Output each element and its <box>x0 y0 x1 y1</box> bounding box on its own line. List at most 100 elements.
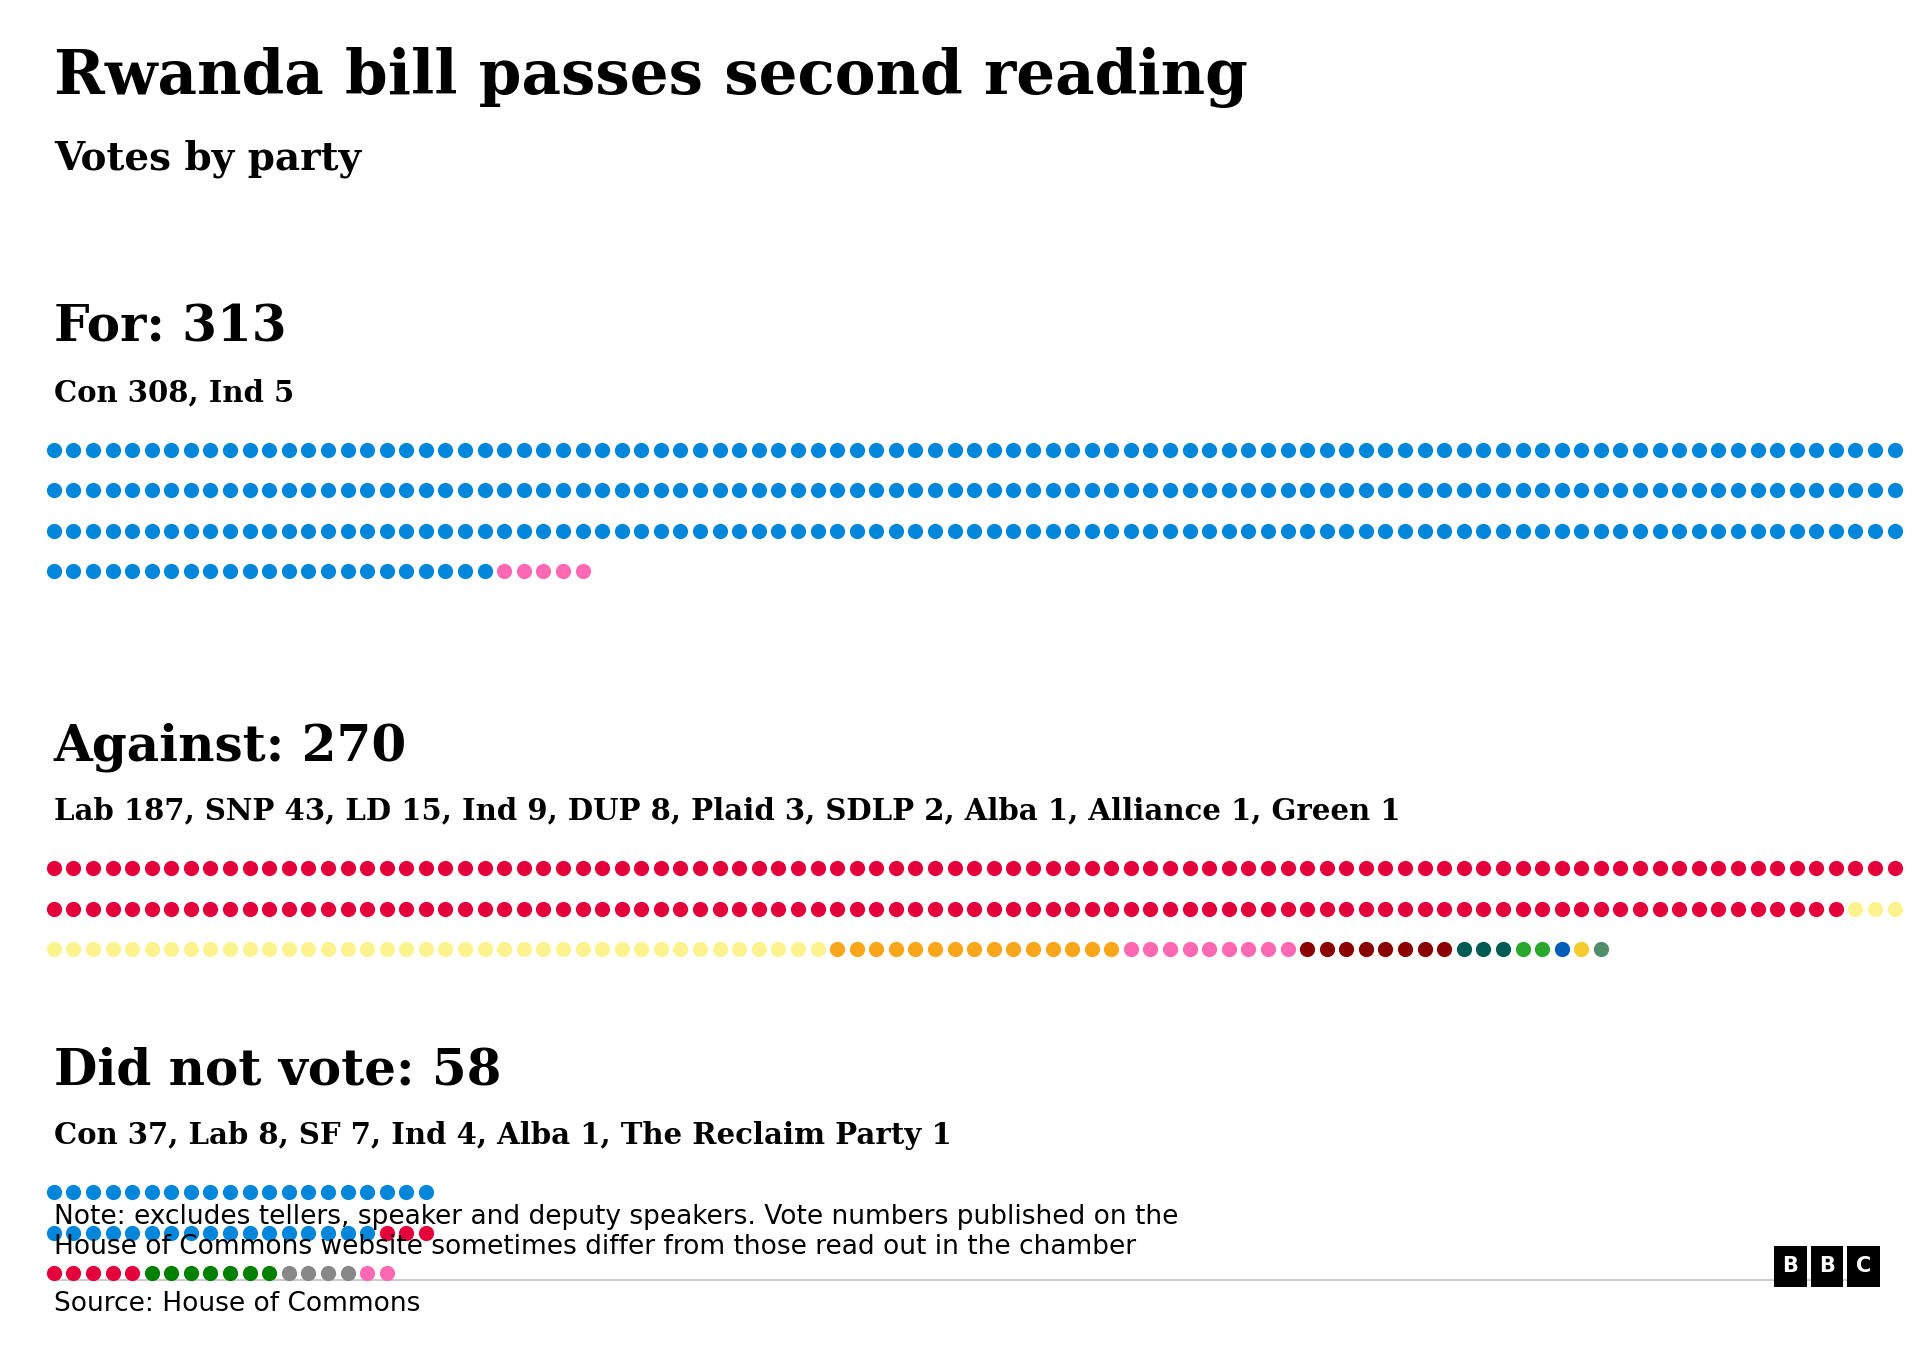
Point <box>196 1222 227 1243</box>
Point <box>1056 479 1087 501</box>
Point <box>607 938 637 960</box>
Point <box>313 898 344 919</box>
Point <box>38 857 69 879</box>
Point <box>117 1262 148 1284</box>
Point <box>136 439 167 460</box>
Point <box>1488 857 1519 879</box>
Point <box>685 938 716 960</box>
Point <box>468 479 499 501</box>
Point <box>1409 898 1440 919</box>
Point <box>547 439 578 460</box>
Point <box>332 1222 363 1243</box>
Point <box>175 857 205 879</box>
Point <box>920 479 950 501</box>
Point <box>1135 439 1165 460</box>
Point <box>1037 938 1068 960</box>
Point <box>58 1262 88 1284</box>
Point <box>234 479 265 501</box>
Point <box>1624 439 1655 460</box>
Point <box>1116 938 1146 960</box>
Point <box>332 560 363 582</box>
Point <box>881 938 912 960</box>
Point <box>1526 479 1557 501</box>
Point <box>1644 857 1674 879</box>
Point <box>743 938 774 960</box>
Point <box>724 439 755 460</box>
Point <box>841 439 872 460</box>
Point <box>881 520 912 541</box>
Point <box>1567 479 1597 501</box>
Point <box>1586 898 1617 919</box>
Point <box>136 479 167 501</box>
Point <box>490 898 520 919</box>
Point <box>1782 898 1812 919</box>
Point <box>939 898 970 919</box>
Point <box>979 898 1010 919</box>
Point <box>273 898 303 919</box>
Point <box>1273 520 1304 541</box>
Point <box>762 898 793 919</box>
Point <box>939 520 970 541</box>
Point <box>1409 439 1440 460</box>
Point <box>1331 439 1361 460</box>
Point <box>449 520 480 541</box>
Point <box>1154 479 1185 501</box>
Point <box>822 520 852 541</box>
Point <box>273 1262 303 1284</box>
Point <box>98 479 129 501</box>
Point <box>645 520 676 541</box>
Point <box>509 520 540 541</box>
Point <box>1546 439 1576 460</box>
Point <box>313 1262 344 1284</box>
Point <box>234 560 265 582</box>
Point <box>743 520 774 541</box>
Point <box>783 439 814 460</box>
Point <box>566 938 597 960</box>
Point <box>1213 938 1244 960</box>
Point <box>98 857 129 879</box>
Point <box>38 898 69 919</box>
Point <box>1448 439 1478 460</box>
Point <box>392 898 422 919</box>
Point <box>1684 479 1715 501</box>
Point <box>77 479 108 501</box>
Point <box>1056 520 1087 541</box>
Point <box>1116 898 1146 919</box>
Point <box>803 479 833 501</box>
Point <box>136 857 167 879</box>
Point <box>979 857 1010 879</box>
Point <box>294 857 324 879</box>
Point <box>58 479 88 501</box>
Point <box>371 520 401 541</box>
Point <box>1252 520 1283 541</box>
Point <box>1233 938 1263 960</box>
Point <box>392 938 422 960</box>
Point <box>841 938 872 960</box>
Text: Lab 187, SNP 43, LD 15, Ind 9, DUP 8, Plaid 3, SDLP 2, Alba 1, Alliance 1, Green: Lab 187, SNP 43, LD 15, Ind 9, DUP 8, Pl… <box>54 796 1400 825</box>
Point <box>58 1222 88 1243</box>
Point <box>1860 520 1891 541</box>
Point <box>1331 898 1361 919</box>
Point <box>762 938 793 960</box>
Point <box>136 938 167 960</box>
Point <box>724 938 755 960</box>
Point <box>1741 857 1772 879</box>
Point <box>371 857 401 879</box>
Point <box>626 857 657 879</box>
Point <box>626 938 657 960</box>
Point <box>860 857 891 879</box>
Point <box>547 520 578 541</box>
Point <box>1644 520 1674 541</box>
Point <box>234 520 265 541</box>
Point <box>841 520 872 541</box>
Point <box>1311 520 1342 541</box>
Point <box>1018 439 1048 460</box>
Point <box>38 1222 69 1243</box>
Point <box>392 857 422 879</box>
Point <box>998 439 1029 460</box>
Point <box>351 898 382 919</box>
Point <box>1037 857 1068 879</box>
Point <box>392 1181 422 1203</box>
Bar <box>1811 1246 1843 1287</box>
Point <box>1350 898 1380 919</box>
